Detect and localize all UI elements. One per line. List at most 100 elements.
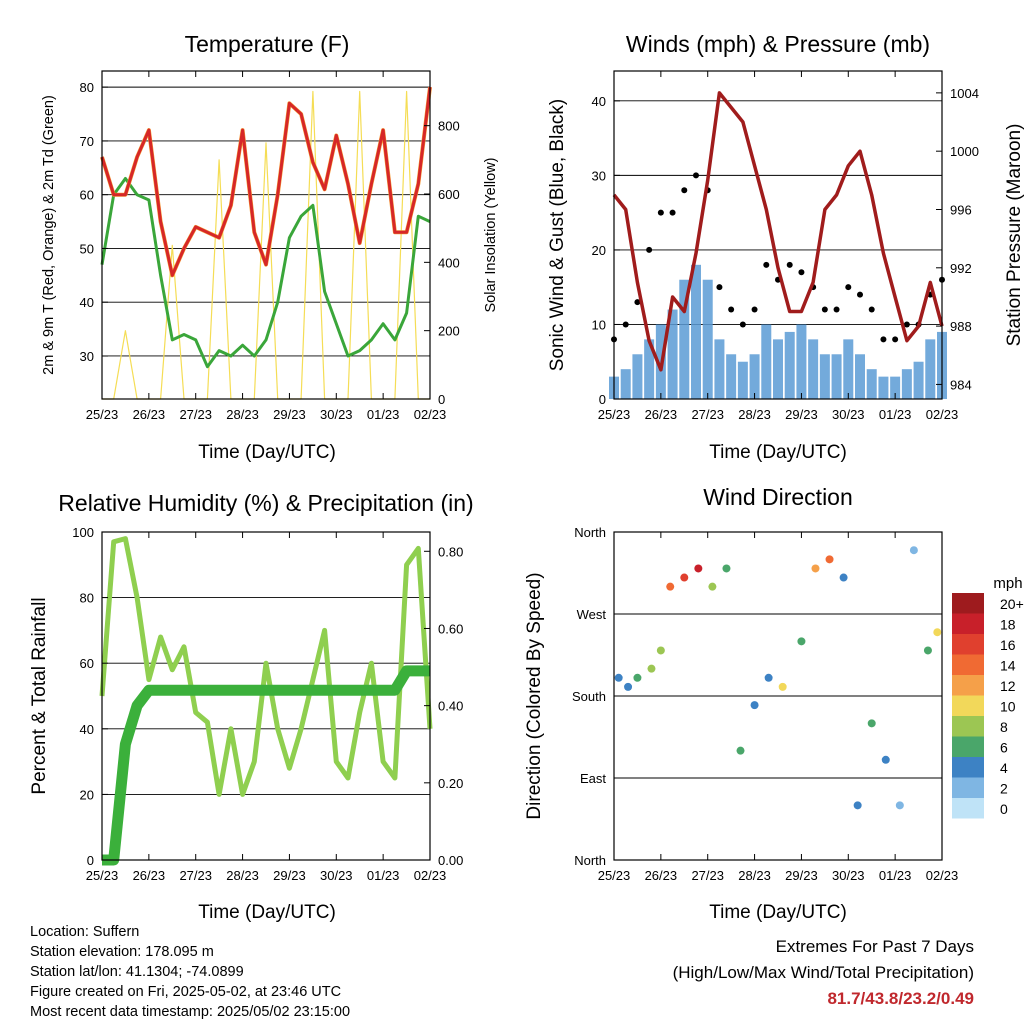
- location-text: Location: Suffern: [30, 924, 140, 940]
- y2-tick-label: 996: [950, 202, 972, 217]
- wind-bar: [784, 331, 795, 399]
- x-tick-label: 02/23: [926, 868, 959, 883]
- wind-bar: [773, 339, 783, 399]
- wind-bar: [632, 354, 643, 399]
- humidity-plot-frame: [101, 531, 431, 861]
- direction-point: [923, 646, 932, 655]
- direction-point: [633, 673, 642, 682]
- x-tick-label: 27/23: [179, 868, 212, 883]
- x-tick-label: 01/23: [367, 868, 400, 883]
- wind-bar: [855, 354, 865, 399]
- gust-point: [821, 306, 828, 313]
- legend-swatch: [952, 675, 984, 696]
- gust-point: [669, 209, 676, 216]
- humidity-xlabel: Time (Day/UTC): [198, 902, 336, 923]
- x-tick-label: 28/23: [226, 407, 259, 422]
- winds-panel: Winds (mph) & Pressure (mb) 0 10 20 30 40 984…: [547, 31, 1024, 463]
- direction-point: [764, 673, 773, 682]
- y-tick-label: North: [574, 525, 606, 540]
- y-tick-label: 10: [592, 317, 606, 332]
- winds-plot-frame: [613, 70, 943, 400]
- x-tick-label: 01/23: [879, 868, 912, 883]
- x-tick-label: 30/23: [320, 407, 353, 422]
- direction-point: [867, 719, 876, 728]
- x-tick-label: 28/23: [226, 868, 259, 883]
- temperature-plot-frame: [101, 70, 431, 400]
- x-tick-label: 28/23: [738, 868, 771, 883]
- y-tick-label: 30: [592, 168, 606, 183]
- gust-point: [903, 321, 910, 328]
- x-tick-label: 26/23: [645, 868, 678, 883]
- gust-point: [739, 321, 746, 328]
- y-tick-label: 40: [80, 722, 94, 737]
- y-tick-label: 0: [87, 853, 94, 868]
- legend-swatch: [952, 757, 984, 778]
- gust-point: [646, 246, 653, 253]
- direction-point: [825, 555, 834, 564]
- legend-label: 16: [1000, 637, 1016, 653]
- y2-tick-label: 984: [950, 377, 972, 392]
- y2-tick-label: 0.60: [438, 621, 463, 636]
- wind-bar: [761, 324, 772, 399]
- x-tick-label: 26/23: [645, 407, 678, 422]
- y-tick-label: 100: [72, 525, 94, 540]
- x-tick-label: 26/23: [133, 868, 166, 883]
- winds-ylabel: Sonic Wind & Gust (Blue, Black): [547, 99, 568, 371]
- gust-point: [892, 336, 899, 343]
- x-tick-label: 30/23: [320, 868, 353, 883]
- y2-tick-label: 988: [950, 319, 972, 334]
- legend-swatch: [952, 593, 984, 614]
- solar-ylabel: Solar Insolation (Yellow): [483, 157, 499, 312]
- x-tick-label: 26/23: [133, 407, 166, 422]
- y2-tick-label: 1000: [950, 144, 979, 159]
- wind-bar: [925, 339, 936, 399]
- y2-tick-label: 400: [438, 255, 460, 270]
- direction-point: [666, 582, 675, 591]
- direction-point: [797, 637, 806, 646]
- direction-point: [614, 673, 623, 682]
- direction-point: [839, 573, 848, 582]
- temperature-ylabel: 2m & 9m T (Red, Orange) & 2m Td (Green): [41, 95, 57, 375]
- latlon-text: Station lat/lon: 41.1304; -74.0899: [30, 964, 244, 980]
- y-tick-label: West: [577, 607, 607, 622]
- direction-point: [853, 801, 862, 810]
- direction-title: Wind Direction: [703, 484, 853, 510]
- speed-legend: 20+ 18 16 14 12 10 8 6 4 2 0: [952, 593, 1024, 819]
- wind-bar: [620, 369, 631, 399]
- extremes-title: Extremes For Past 7 Days: [775, 937, 974, 956]
- y2-tick-label: 600: [438, 187, 460, 202]
- y-tick-label: 70: [80, 134, 94, 149]
- gust-point: [786, 261, 793, 268]
- direction-point: [811, 564, 820, 573]
- y2-tick-label: 800: [438, 119, 460, 134]
- y2-tick-label: 0: [438, 392, 445, 407]
- x-tick-label: 02/23: [414, 407, 447, 422]
- wind-bar: [726, 354, 737, 399]
- y-tick-label: 0: [599, 392, 606, 407]
- temperature-title: Temperature (F): [185, 31, 350, 57]
- x-tick-label: 27/23: [179, 407, 212, 422]
- direction-point: [680, 573, 689, 582]
- created-text: Figure created on Fri, 2025-05-02, at 23…: [30, 984, 342, 1000]
- legend-label: 14: [1000, 658, 1016, 674]
- y-tick-label: East: [580, 771, 606, 786]
- legend-swatch: [952, 798, 984, 819]
- direction-point: [909, 546, 918, 555]
- temperature-xlabel: Time (Day/UTC): [198, 442, 336, 463]
- x-tick-label: 02/23: [926, 407, 959, 422]
- gust-point: [728, 306, 735, 313]
- x-tick-label: 29/23: [273, 868, 306, 883]
- y-tick-label: North: [574, 853, 606, 868]
- elevation-text: Station elevation: 178.095 m: [30, 944, 214, 960]
- humidity-ylabel: Percent & Total Rainfall: [29, 597, 50, 794]
- wind-bar: [644, 339, 655, 399]
- y-tick-label: 40: [80, 295, 94, 310]
- direction-point: [895, 801, 904, 810]
- x-tick-label: 01/23: [367, 407, 400, 422]
- wind-bar: [831, 354, 842, 399]
- legend-swatch: [952, 736, 984, 757]
- x-tick-label: 27/23: [691, 868, 724, 883]
- pressure-ylabel: Station Pressure (Maroon): [1004, 124, 1024, 347]
- y-tick-label: 80: [80, 591, 94, 606]
- precip-line: [102, 665, 430, 866]
